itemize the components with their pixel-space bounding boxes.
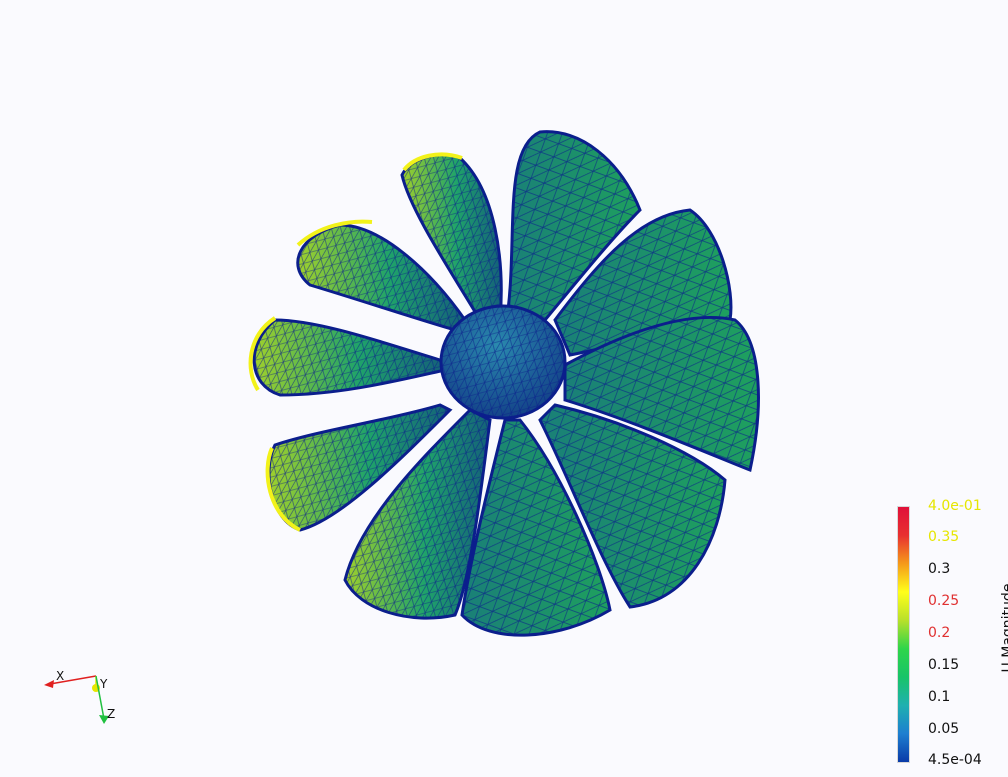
x-axis-label: X <box>56 669 64 683</box>
scalar-bar-tick-label: 0.3 <box>928 561 951 577</box>
orientation-axes[interactable]: X Y Z <box>38 664 128 734</box>
scalar-bar-ramp <box>898 507 909 762</box>
scalar-bar-tick-label: 0.2 <box>928 625 951 641</box>
scalar-bar-tick-label: 0.15 <box>928 657 960 673</box>
z-axis-label: Z <box>107 707 115 721</box>
z-axis-line <box>95 675 105 720</box>
scalar-bar[interactable] <box>897 506 910 763</box>
scalar-bar-max-label: 4.0e-01 <box>928 498 982 514</box>
scalar-bar-title: U Magnitude <box>1000 583 1008 673</box>
scalar-bar-tick-label: 0.1 <box>928 689 951 705</box>
scalar-bar-tick-label: 0.05 <box>928 721 960 737</box>
scalar-bar-tick-label: 0.35 <box>928 529 960 545</box>
scalar-bar-tick-label: 0.25 <box>928 593 960 609</box>
x-axis-arrow-icon <box>44 680 54 688</box>
propeller-blades <box>248 130 760 637</box>
x-axis-line <box>49 675 97 685</box>
propeller-hub <box>439 304 567 420</box>
z-axis-arrow-icon <box>99 715 109 724</box>
y-axis-label: Y <box>99 677 108 691</box>
scalar-bar-min-label: 4.5e-04 <box>928 752 982 768</box>
